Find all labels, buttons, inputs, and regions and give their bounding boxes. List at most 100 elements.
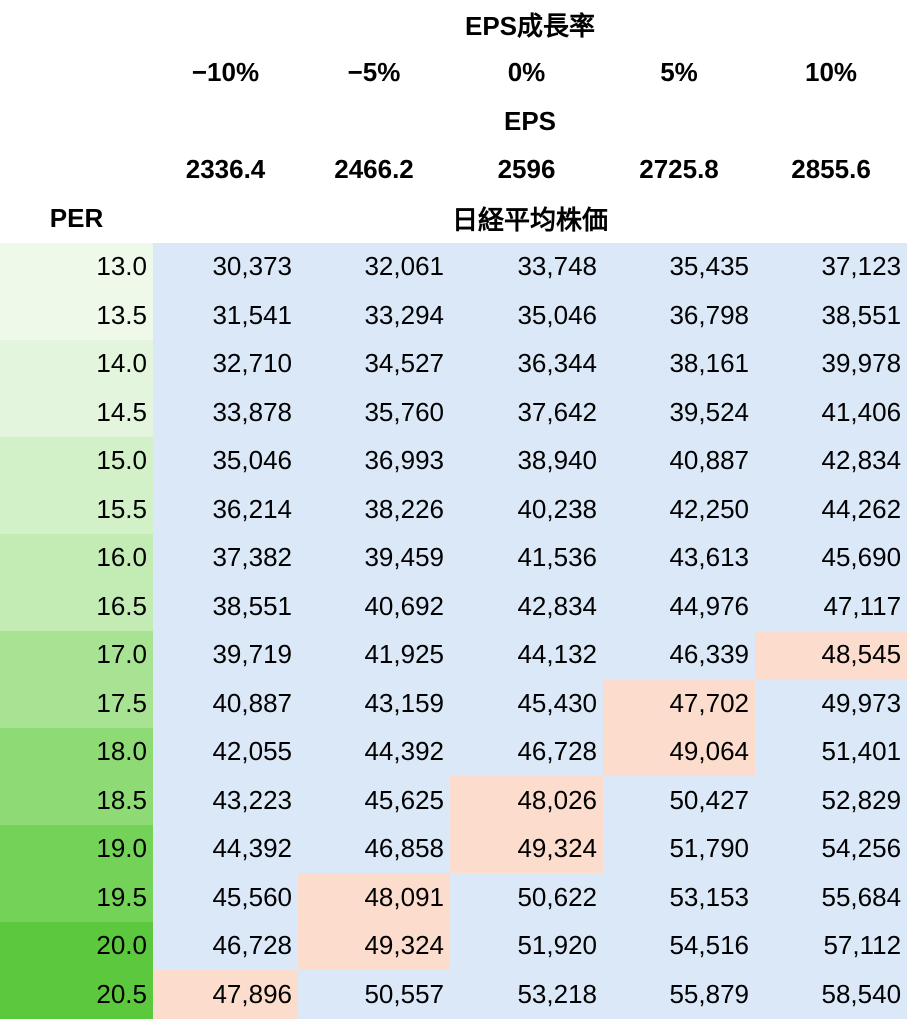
table-row: 20.5 47,896 50,557 53,218 55,879 58,540 xyxy=(0,970,907,1019)
price-cell: 46,339 xyxy=(603,630,755,679)
price-cell: 39,978 xyxy=(755,339,907,388)
price-cell: 44,392 xyxy=(153,824,298,873)
price-cell: 41,925 xyxy=(298,630,450,679)
price-cell: 30,373 xyxy=(153,242,298,291)
price-cell: 39,524 xyxy=(603,388,755,437)
highlighted-price-cell: 48,545 xyxy=(755,630,907,679)
eps-label: EPS xyxy=(504,105,557,136)
growth-rate-header: 5% xyxy=(660,57,698,88)
price-cell: 33,294 xyxy=(298,291,450,340)
highlighted-price-cell: 47,702 xyxy=(603,679,755,728)
price-cell: 43,613 xyxy=(603,533,755,582)
price-cell: 32,061 xyxy=(298,242,450,291)
price-cell: 35,760 xyxy=(298,388,450,437)
price-cell: 36,214 xyxy=(153,485,298,534)
highlighted-price-cell: 48,026 xyxy=(450,776,603,825)
nikkei-average-label: 日経平均株価 xyxy=(452,204,609,235)
price-cell: 53,218 xyxy=(450,970,603,1019)
per-value-cell: 20.0 xyxy=(0,921,153,970)
table-row: 14.0 32,710 34,527 36,344 38,161 39,978 xyxy=(0,339,907,388)
price-cell: 34,527 xyxy=(298,339,450,388)
table-row: 14.5 33,878 35,760 37,642 39,524 41,406 xyxy=(0,388,907,437)
per-value-cell: 13.5 xyxy=(0,291,153,340)
price-cell: 37,382 xyxy=(153,533,298,582)
price-cell: 44,976 xyxy=(603,582,755,631)
per-value-cell: 17.0 xyxy=(0,630,153,679)
price-cell: 36,993 xyxy=(298,436,450,485)
price-cell: 41,406 xyxy=(755,388,907,437)
eps-value-header: 2336.4 xyxy=(185,154,266,185)
price-cell: 42,250 xyxy=(603,485,755,534)
eps-value-header: 2466.2 xyxy=(334,154,414,185)
price-cell: 40,887 xyxy=(603,436,755,485)
per-value-cell: 19.5 xyxy=(0,873,153,922)
table-row: 19.5 45,560 48,091 50,622 53,153 55,684 xyxy=(0,873,907,922)
price-cell: 52,829 xyxy=(755,776,907,825)
per-value-cell: 16.0 xyxy=(0,533,153,582)
table-row: 18.0 42,055 44,392 46,728 49,064 51,401 xyxy=(0,727,907,776)
per-value-cell: 20.5 xyxy=(0,970,153,1019)
highlighted-price-cell: 47,896 xyxy=(153,970,298,1019)
table-row: 18.5 43,223 45,625 48,026 50,427 52,829 xyxy=(0,776,907,825)
per-value-cell: 16.5 xyxy=(0,582,153,631)
price-cell: 32,710 xyxy=(153,339,298,388)
eps-growth-title: EPS成長率 xyxy=(465,10,596,41)
table-row: 13.0 30,373 32,061 33,748 35,435 37,123 xyxy=(0,242,907,291)
price-cell: 33,878 xyxy=(153,388,298,437)
price-cell: 42,834 xyxy=(450,582,603,631)
price-cell: 36,798 xyxy=(603,291,755,340)
price-cell: 44,132 xyxy=(450,630,603,679)
price-cell: 51,920 xyxy=(450,921,603,970)
price-cell: 49,973 xyxy=(755,679,907,728)
price-cell: 33,748 xyxy=(450,242,603,291)
growth-rate-header: −10% xyxy=(191,57,260,88)
eps-value-header: 2725.8 xyxy=(639,154,719,185)
per-value-cell: 13.0 xyxy=(0,242,153,291)
price-cell: 38,551 xyxy=(755,291,907,340)
per-column-label: PER xyxy=(49,202,104,233)
price-cell: 36,344 xyxy=(450,339,603,388)
eps-value-header: 2596 xyxy=(497,154,556,185)
price-cell: 37,123 xyxy=(755,242,907,291)
price-cell: 54,256 xyxy=(755,824,907,873)
price-cell: 50,427 xyxy=(603,776,755,825)
price-cell: 46,858 xyxy=(298,824,450,873)
price-cell: 38,161 xyxy=(603,339,755,388)
price-cell: 51,790 xyxy=(603,824,755,873)
growth-rate-row: −10% −5% 0% 5% 10% xyxy=(0,49,907,98)
eps-label-row: EPS xyxy=(0,97,907,146)
price-cell: 35,046 xyxy=(153,436,298,485)
price-cell: 45,625 xyxy=(298,776,450,825)
price-cell: 38,940 xyxy=(450,436,603,485)
price-cell: 53,153 xyxy=(603,873,755,922)
title-row: EPS成長率 xyxy=(0,0,907,49)
per-value-cell: 14.0 xyxy=(0,339,153,388)
eps-value-header: 2855.6 xyxy=(791,154,871,185)
price-cell: 50,557 xyxy=(298,970,450,1019)
highlighted-price-cell: 48,091 xyxy=(298,873,450,922)
price-cell: 42,834 xyxy=(755,436,907,485)
table-row: 19.0 44,392 46,858 49,324 51,790 54,256 xyxy=(0,824,907,873)
table-row: 15.0 35,046 36,993 38,940 40,887 42,834 xyxy=(0,436,907,485)
price-cell: 44,392 xyxy=(298,727,450,776)
price-cell: 46,728 xyxy=(450,727,603,776)
price-cell: 50,622 xyxy=(450,873,603,922)
price-cell: 35,046 xyxy=(450,291,603,340)
table-row: 13.5 31,541 33,294 35,046 36,798 38,551 xyxy=(0,291,907,340)
price-cell: 41,536 xyxy=(450,533,603,582)
price-cell: 55,879 xyxy=(603,970,755,1019)
table-row: 17.0 39,719 41,925 44,132 46,339 48,545 xyxy=(0,630,907,679)
price-cell: 43,159 xyxy=(298,679,450,728)
price-cell: 45,430 xyxy=(450,679,603,728)
per-value-cell: 17.5 xyxy=(0,679,153,728)
price-cell: 46,728 xyxy=(153,921,298,970)
highlighted-price-cell: 49,324 xyxy=(450,824,603,873)
label-row: PER 日経平均株価 xyxy=(0,194,907,243)
price-cell: 57,112 xyxy=(755,921,907,970)
price-cell: 54,516 xyxy=(603,921,755,970)
per-value-cell: 18.0 xyxy=(0,727,153,776)
table-row: 16.0 37,382 39,459 41,536 43,613 45,690 xyxy=(0,533,907,582)
price-cell: 51,401 xyxy=(755,727,907,776)
price-cell: 47,117 xyxy=(755,582,907,631)
